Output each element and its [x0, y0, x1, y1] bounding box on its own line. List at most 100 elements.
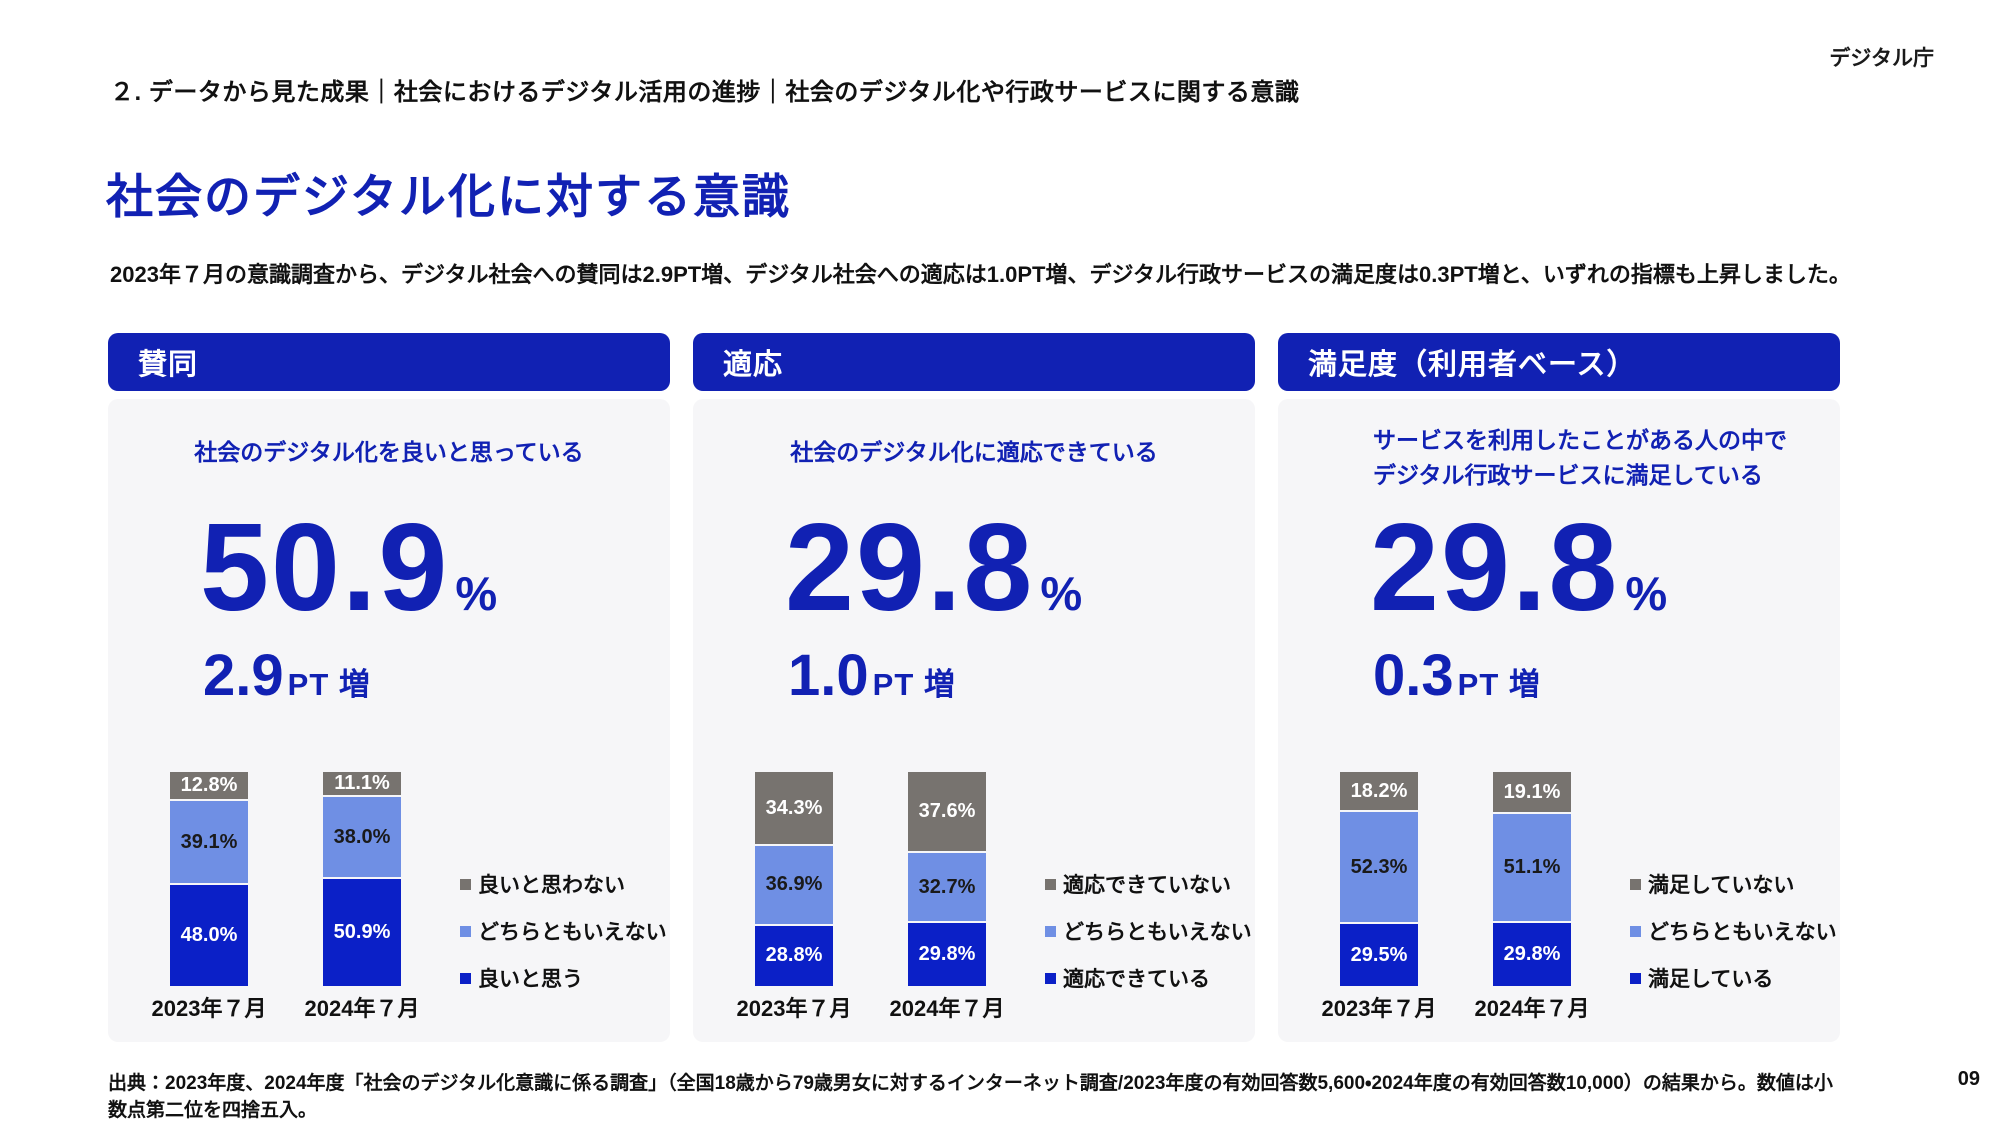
- kpi-value-number: 50.9: [200, 499, 450, 637]
- bar-segment-gray: 18.2%: [1340, 772, 1418, 811]
- kpi-delta-number: 1.0: [788, 643, 869, 708]
- kpi-delta: 0.3 PT 増: [1373, 642, 1541, 709]
- card-description-line: 社会のデジタル化に適応できている: [790, 439, 1158, 465]
- bar-segment-dark_blue: 29.8%: [1493, 923, 1571, 986]
- card-header: 賛同: [108, 333, 670, 391]
- legend-item: どちらともいえない: [1630, 916, 1837, 946]
- legend-item: 適応できていない: [1045, 869, 1252, 899]
- card-description: 社会のデジタル化に適応できている: [693, 435, 1255, 470]
- card-body: 社会のデジタル化に適応できている 29.8 % 1.0 PT 増 適応できていな…: [693, 399, 1255, 1042]
- bar-segment-dark_blue: 48.0%: [170, 885, 248, 986]
- agency-label: デジタル庁: [1829, 47, 1934, 70]
- bar-column: 34.3% 36.9% 28.8%: [755, 772, 833, 986]
- bar-segment-light_blue: 32.7%: [908, 852, 986, 922]
- card-description: サービスを利用したことがある人の中で デジタル行政サービスに満足している: [1278, 423, 1840, 493]
- legend-item: 満足している: [1630, 963, 1837, 993]
- kpi-value: 29.8 %: [1370, 503, 1667, 633]
- bar-category-label: 2024年７月: [889, 996, 1005, 1021]
- legend-label: どちらともいえない: [1648, 921, 1837, 944]
- bar-segment-gray: 11.1%: [323, 772, 401, 796]
- page-subtitle: 2023年７月の意識調査から、デジタル社会への賛同は2.9PT増、デジタル社会へ…: [110, 262, 1851, 287]
- bar-column: 18.2% 52.3% 29.5%: [1340, 772, 1418, 986]
- bar-segment-dark_blue: 29.8%: [908, 923, 986, 986]
- bar-segment-light_blue: 39.1%: [170, 801, 248, 884]
- bar-category-label: 2023年７月: [1321, 996, 1437, 1021]
- bar-segment-light_blue: 36.9%: [755, 846, 833, 924]
- bar-segment-light_blue: 38.0%: [323, 797, 401, 878]
- cards-row: 賛同 社会のデジタル化を良いと思っている 50.9 % 2.9 PT 増 良いと…: [108, 333, 1840, 1042]
- bar-segment-gray: 19.1%: [1493, 772, 1571, 813]
- legend-label: どちらともいえない: [478, 921, 667, 944]
- bar-segment-dark_blue: 28.8%: [755, 925, 833, 986]
- card-description-line: 社会のデジタル化を良いと思っている: [194, 439, 584, 465]
- legend-item: 良いと思う: [460, 963, 667, 993]
- legend-swatch-icon: [1045, 878, 1056, 890]
- legend-item: どちらともいえない: [1045, 916, 1252, 946]
- legend-item: 良いと思わない: [460, 869, 667, 899]
- kpi-delta-unit: PT 増: [287, 667, 371, 702]
- kpi-value-number: 29.8: [1370, 499, 1620, 637]
- card-header: 適応: [693, 333, 1255, 391]
- card-header-label: 賛同: [138, 349, 199, 381]
- bar-segment-dark_blue: 50.9%: [323, 879, 401, 986]
- legend-item: 満足していない: [1630, 869, 1837, 899]
- kpi-delta-unit: PT 増: [1457, 667, 1541, 702]
- card-body: 社会のデジタル化を良いと思っている 50.9 % 2.9 PT 増 良いと思わな…: [108, 399, 670, 1042]
- bar-category-label: 2023年７月: [151, 996, 267, 1021]
- chart-legend: 適応できていないどちらともいえない 適応できている: [1045, 869, 1252, 1010]
- bar-segment-dark_blue: 29.5%: [1340, 924, 1418, 986]
- legend-swatch-icon: [1630, 878, 1641, 890]
- card-header: 満足度（利用者ベース）: [1278, 333, 1840, 391]
- card-header-label: 満足度（利用者ベース）: [1308, 349, 1637, 381]
- chart-legend: 満足していないどちらともいえない 満足している: [1630, 869, 1837, 1010]
- kpi-value-number: 29.8: [785, 499, 1035, 637]
- bar-segment-gray: 37.6%: [908, 771, 986, 851]
- legend-swatch-icon: [460, 925, 471, 937]
- legend-label: どちらともいえない: [1063, 921, 1252, 944]
- kpi-card: 適応 社会のデジタル化に適応できている 29.8 % 1.0 PT 増 適応でき…: [693, 333, 1255, 1042]
- bar-segment-gray: 34.3%: [755, 772, 833, 844]
- kpi-delta-number: 2.9: [203, 643, 284, 708]
- legend-swatch-icon: [1630, 925, 1641, 937]
- kpi-delta-number: 0.3: [1373, 643, 1454, 708]
- source-note: 出典：2023年度、2024年度「社会のデジタル化意識に係る調査」（全国18歳か…: [108, 1073, 1833, 1121]
- kpi-delta: 2.9 PT 増: [203, 642, 371, 709]
- legend-swatch-icon: [1630, 972, 1641, 984]
- legend-label: 良いと思う: [478, 968, 583, 991]
- bar-segment-gray: 12.8%: [170, 772, 248, 800]
- kpi-value: 29.8 %: [785, 503, 1082, 633]
- card-description-line: サービスを利用したことがある人の中で: [1373, 427, 1787, 453]
- kpi-card: 賛同 社会のデジタル化を良いと思っている 50.9 % 2.9 PT 増 良いと…: [108, 333, 670, 1042]
- card-header-label: 適応: [723, 349, 784, 381]
- stacked-bar-chart: 適応できていないどちらともいえない 適応できている 34.3% 36.9% 28.8%…: [693, 761, 1255, 1031]
- legend-label: 満足している: [1648, 968, 1774, 991]
- bar-segment-light_blue: 51.1%: [1493, 814, 1571, 922]
- kpi-card: 満足度（利用者ベース） サービスを利用したことがある人の中で デジタル行政サービス…: [1278, 333, 1840, 1042]
- kpi-delta-unit: PT 増: [872, 667, 956, 702]
- page-number: 09: [1957, 1068, 1980, 1090]
- legend-swatch-icon: [460, 972, 471, 984]
- bar-column: 19.1% 51.1% 29.8%: [1493, 772, 1571, 986]
- card-body: サービスを利用したことがある人の中で デジタル行政サービスに満足している 29.8…: [1278, 399, 1840, 1042]
- kpi-value-unit: %: [1625, 567, 1668, 620]
- bar-category-label: 2024年７月: [1474, 996, 1590, 1021]
- legend-swatch-icon: [460, 878, 471, 890]
- kpi-value: 50.9 %: [200, 503, 497, 633]
- page-title: 社会のデジタル化に対する意識: [106, 170, 792, 223]
- kpi-value-unit: %: [455, 567, 498, 620]
- stacked-bar-chart: 良いと思わないどちらともいえない 良いと思う 12.8% 39.1% 48.0% 202…: [108, 761, 670, 1031]
- bar-column: 12.8% 39.1% 48.0%: [170, 772, 248, 986]
- bar-category-label: 2024年７月: [304, 996, 420, 1021]
- kpi-value-unit: %: [1040, 567, 1083, 620]
- legend-swatch-icon: [1045, 972, 1056, 984]
- bar-column: 11.1% 38.0% 50.9%: [323, 772, 401, 986]
- bar-category-label: 2023年７月: [736, 996, 852, 1021]
- breadcrumb: ２. データから見た成果｜社会におけるデジタル活用の進捗｜社会のデジタル化や行政…: [110, 79, 1300, 106]
- card-description-line: デジタル行政サービスに満足している: [1373, 462, 1763, 488]
- legend-swatch-icon: [1045, 925, 1056, 937]
- legend-item: 適応できている: [1045, 963, 1252, 993]
- legend-label: 満足していない: [1648, 874, 1795, 897]
- legend-label: 適応できている: [1063, 968, 1210, 991]
- kpi-delta: 1.0 PT 増: [788, 642, 956, 709]
